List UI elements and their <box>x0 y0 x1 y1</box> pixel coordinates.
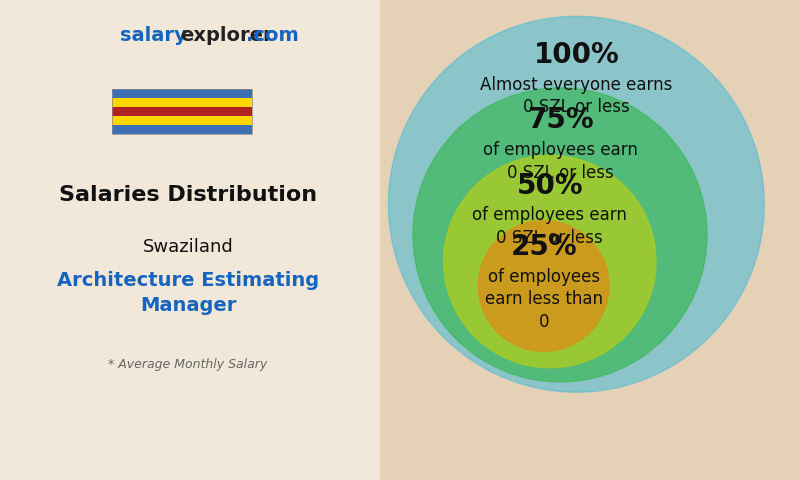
Circle shape <box>413 88 707 382</box>
Text: .com: .com <box>246 26 299 46</box>
Text: Architecture Estimating
Manager: Architecture Estimating Manager <box>57 271 319 315</box>
Bar <box>112 98 252 107</box>
Bar <box>0 0 380 480</box>
Bar <box>112 116 252 125</box>
Bar <box>112 125 252 134</box>
Text: Salaries Distribution: Salaries Distribution <box>59 185 317 205</box>
Text: of employees earn
0 SZL or less: of employees earn 0 SZL or less <box>482 141 638 182</box>
Text: 100%: 100% <box>534 41 619 69</box>
Text: of employees earn
0 SZL or less: of employees earn 0 SZL or less <box>472 206 627 247</box>
Text: * Average Monthly Salary: * Average Monthly Salary <box>108 358 268 371</box>
Text: Swaziland: Swaziland <box>142 238 234 255</box>
Circle shape <box>389 16 764 392</box>
Text: 75%: 75% <box>526 106 594 134</box>
Text: 25%: 25% <box>510 233 577 261</box>
Text: salary: salary <box>120 26 186 46</box>
Text: 50%: 50% <box>517 171 583 200</box>
Text: of employees
earn less than
0: of employees earn less than 0 <box>485 267 602 331</box>
Bar <box>112 89 252 98</box>
Circle shape <box>443 155 656 368</box>
Text: Almost everyone earns
0 SZL or less: Almost everyone earns 0 SZL or less <box>480 75 673 117</box>
Bar <box>112 107 252 116</box>
Circle shape <box>478 221 609 351</box>
Text: explorer: explorer <box>180 26 273 46</box>
